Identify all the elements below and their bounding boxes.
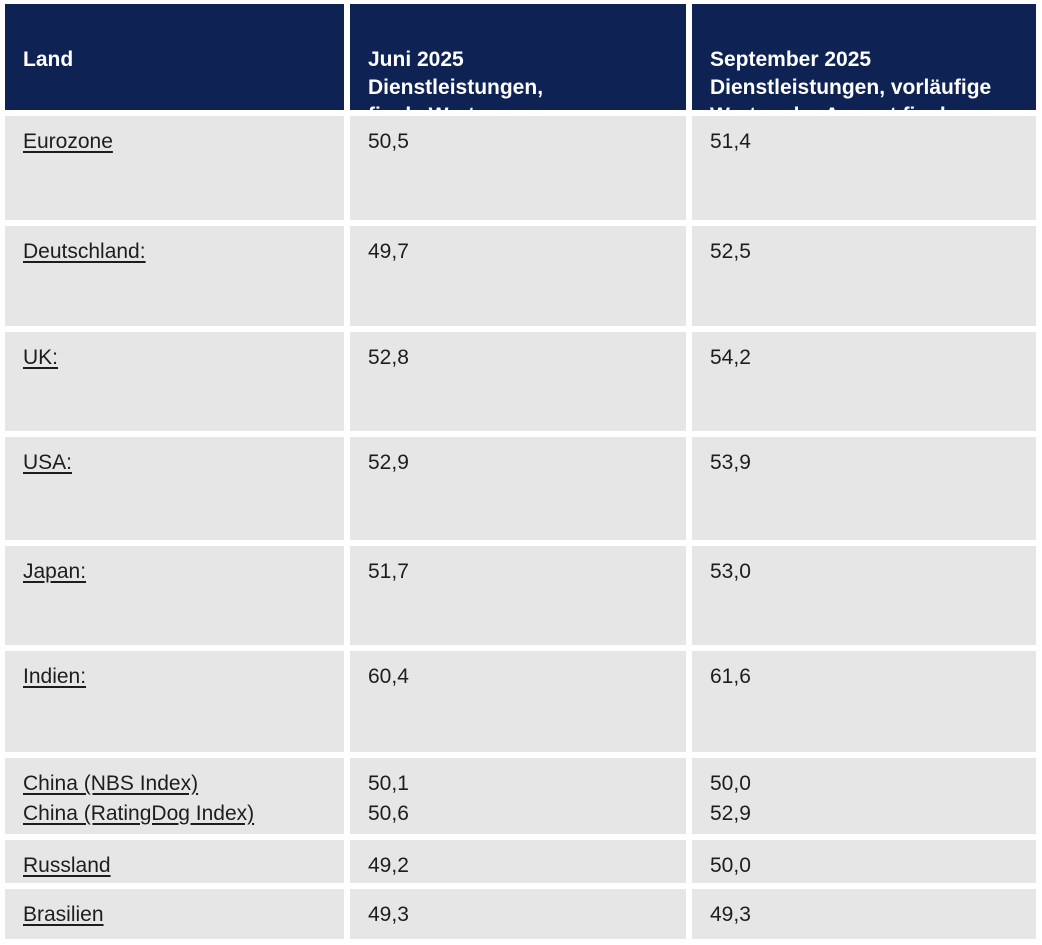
value-text: 52,5 bbox=[710, 240, 751, 263]
country-cell: China (NBS Index) China (RatingDog Index… bbox=[5, 758, 344, 834]
country-cell: Deutschland: bbox=[5, 226, 344, 326]
june-value-cell: 49,7 bbox=[350, 226, 686, 326]
country-cell: Indien: bbox=[5, 651, 344, 752]
value-text: 51,7 bbox=[368, 560, 409, 583]
country-link[interactable]: UK: bbox=[23, 346, 59, 369]
september-value-cell: 49,3 bbox=[692, 889, 1036, 939]
value-text: 51,4 bbox=[710, 130, 751, 153]
june-value-cell: 49,2 bbox=[350, 840, 686, 883]
country-cell: Japan: bbox=[5, 546, 344, 645]
value-text: 50,5 bbox=[368, 130, 409, 153]
september-value-cell: 50,0 bbox=[692, 840, 1036, 883]
june-value-cell: 50,1 50,6 bbox=[350, 758, 686, 834]
value-text: 60,4 bbox=[368, 665, 409, 688]
june-value-cell: 60,4 bbox=[350, 651, 686, 752]
value-text: 50,0 bbox=[710, 854, 751, 877]
september-value-cell: 53,0 bbox=[692, 546, 1036, 645]
september-value-cell: 50,0 52,9 bbox=[692, 758, 1036, 834]
country-link[interactable]: China (NBS Index) China (RatingDog Index… bbox=[23, 772, 255, 825]
header-cell-land: Land bbox=[5, 4, 344, 110]
pmi-table: Land Juni 2025 Dienstleistungen, finale … bbox=[5, 4, 1036, 939]
september-value-cell: 53,9 bbox=[692, 437, 1036, 540]
header-cell-june-2025: Juni 2025 Dienstleistungen, finale Werte bbox=[350, 4, 686, 127]
value-text: 49,3 bbox=[710, 903, 751, 926]
value-text: 49,2 bbox=[368, 854, 409, 877]
value-text: 49,7 bbox=[368, 240, 409, 263]
june-value-cell: 49,3 bbox=[350, 889, 686, 939]
country-link[interactable]: Japan: bbox=[23, 560, 87, 583]
country-link[interactable]: Deutschland: bbox=[23, 240, 146, 263]
country-link[interactable]: Russland bbox=[23, 854, 111, 877]
country-link[interactable]: USA: bbox=[23, 451, 73, 474]
country-cell: USA: bbox=[5, 437, 344, 540]
september-value-cell: 61,6 bbox=[692, 651, 1036, 752]
june-value-cell: 50,5 bbox=[350, 116, 686, 220]
value-text: 54,2 bbox=[710, 346, 751, 369]
country-link[interactable]: Indien: bbox=[23, 665, 87, 688]
value-text: 52,9 bbox=[368, 451, 409, 474]
value-text: 53,0 bbox=[710, 560, 751, 583]
country-link[interactable]: Brasilien bbox=[23, 903, 104, 926]
value-text: 53,9 bbox=[710, 451, 751, 474]
value-text: 49,3 bbox=[368, 903, 409, 926]
value-text: 61,6 bbox=[710, 665, 751, 688]
header-cell-september-2025: September 2025 Dienstleistungen, vorläuf… bbox=[692, 4, 1036, 127]
june-value-cell: 52,8 bbox=[350, 332, 686, 431]
september-value-cell: 52,5 bbox=[692, 226, 1036, 326]
value-text: 52,8 bbox=[368, 346, 409, 369]
september-value-cell: 54,2 bbox=[692, 332, 1036, 431]
country-link[interactable]: Eurozone bbox=[23, 130, 113, 153]
country-cell: Russland bbox=[5, 840, 344, 883]
country-cell: UK: bbox=[5, 332, 344, 431]
header-label-land: Land bbox=[23, 48, 74, 71]
country-cell: Eurozone bbox=[5, 116, 344, 220]
value-text: 50,0 52,9 bbox=[710, 772, 751, 825]
country-cell: Brasilien bbox=[5, 889, 344, 939]
june-value-cell: 51,7 bbox=[350, 546, 686, 645]
september-value-cell: 51,4 bbox=[692, 116, 1036, 220]
june-value-cell: 52,9 bbox=[350, 437, 686, 540]
value-text: 50,1 50,6 bbox=[368, 772, 409, 825]
